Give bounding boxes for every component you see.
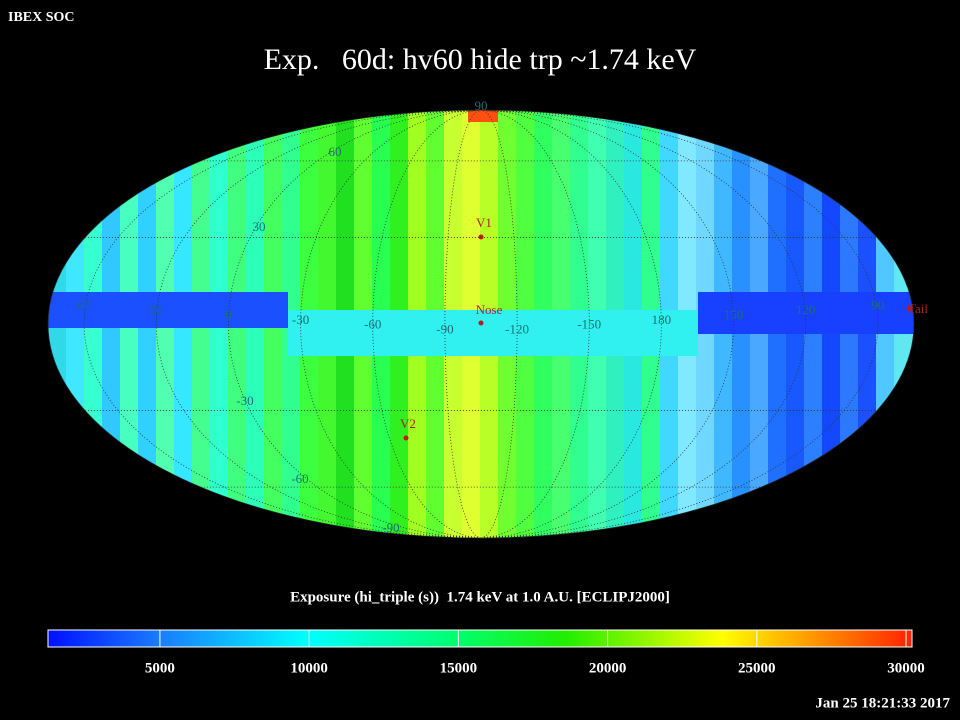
marker-label: V1 xyxy=(476,215,492,230)
marker-dot xyxy=(478,234,484,240)
marker-label: V2 xyxy=(400,416,416,431)
colorbar-tick-label: 25000 xyxy=(738,660,776,676)
meridian xyxy=(300,109,482,539)
marker-dot xyxy=(403,435,409,441)
meridian xyxy=(480,109,807,539)
longitude-label: 0 xyxy=(225,307,232,322)
longitude-label: -150 xyxy=(577,317,601,332)
band-right xyxy=(698,292,914,334)
meridian xyxy=(480,109,518,539)
colorbar xyxy=(47,629,913,648)
marker-dot xyxy=(478,320,484,326)
graticule xyxy=(47,109,915,539)
longitude-label: 120 xyxy=(796,302,816,317)
timestamp: Jan 25 18:21:33 2017 xyxy=(815,695,950,711)
colorbar-tick-label: 10000 xyxy=(290,660,328,676)
latitude-label: -60 xyxy=(291,471,308,486)
latitude-label: -90 xyxy=(382,520,399,535)
marker-label: Nose xyxy=(476,302,503,317)
latitude-label: 30 xyxy=(253,219,266,234)
latitude-label: 90 xyxy=(475,98,488,113)
colorbar-tick-label: 30000 xyxy=(887,660,925,676)
latitude-label: 60 xyxy=(329,144,342,159)
meridian xyxy=(480,109,590,539)
map-labels: 60 30 0 -30 -60 -90 -120 -150 180 150 120 90 90 60 30 -… xyxy=(78,98,929,535)
longitude-label: -120 xyxy=(505,322,529,337)
marker-dot xyxy=(906,306,912,312)
colorbar-tick-label: 15000 xyxy=(440,660,478,676)
latitude-label: -30 xyxy=(236,393,253,408)
meridian xyxy=(444,109,482,539)
colorbar-label: Exposure (hi_triple (s)) 1.74 keV at 1.0… xyxy=(290,589,670,605)
map-title: Exp. 60d: hv60 hide trp ~1.74 keV xyxy=(264,43,697,76)
band-mid xyxy=(288,310,698,356)
pole-cap xyxy=(468,110,498,122)
marker-label: Tail xyxy=(908,301,928,316)
band-left xyxy=(48,292,288,328)
header-title: IBEX SOC xyxy=(8,10,75,25)
meridian xyxy=(83,109,482,539)
longitude-label: -90 xyxy=(436,322,453,337)
longitude-label: -60 xyxy=(364,317,381,332)
colorbar-ticks: 5000 10000 15000 20000 25000 30000 xyxy=(145,630,925,676)
meridian xyxy=(480,109,662,539)
sky-map xyxy=(48,110,914,538)
meridian xyxy=(155,109,482,539)
longitude-label: 60 xyxy=(78,297,91,312)
longitude-label: -30 xyxy=(292,312,309,327)
longitude-label: 30 xyxy=(150,302,163,317)
colorbar-tick-label: 20000 xyxy=(589,660,627,676)
longitude-label: 150 xyxy=(724,307,744,322)
longitude-label: 90 xyxy=(871,297,884,312)
colorbar-tick-label: 5000 xyxy=(145,660,175,676)
longitude-label: 180 xyxy=(652,312,672,327)
